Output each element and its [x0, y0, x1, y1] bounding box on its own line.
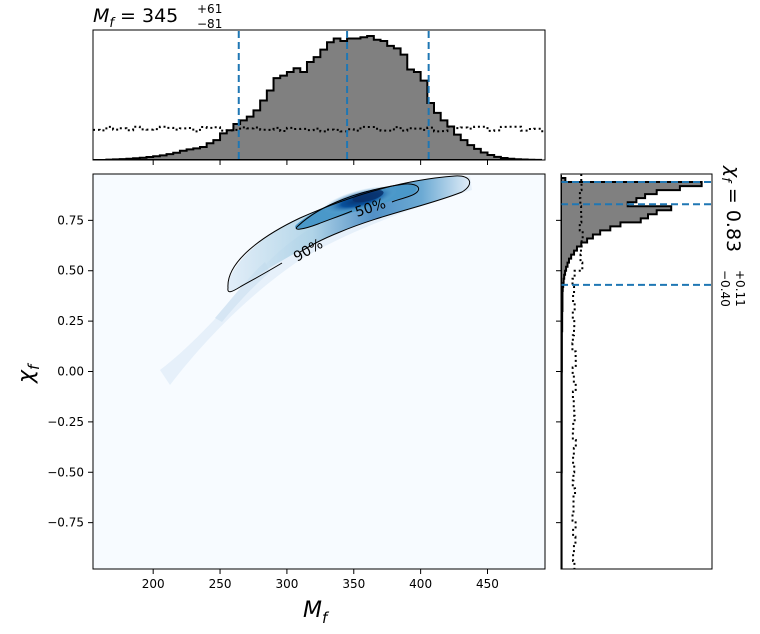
x-axis-label: Mf: [303, 598, 330, 627]
top-panel-frame: [92, 29, 546, 161]
svg-text:χf = 0.83: χf = 0.83: [718, 165, 744, 252]
main-2d-panel: 90% 50% 200 250 300 350 400 4500.750.500.250.…: [14, 173, 546, 627]
density-map: [160, 175, 472, 385]
mf-posterior-histogram: [93, 35, 542, 160]
chi-upper-error: +0.11: [733, 270, 747, 307]
x-tick-label: 450: [476, 577, 499, 591]
mf-upper-error: +61: [197, 2, 222, 16]
right-panel-title: χf = 0.83 +0.11 −0.40: [718, 165, 747, 307]
x-axis-subscript: f: [322, 609, 330, 627]
y-tick-label: 0.75: [57, 213, 84, 227]
x-tick-label: 250: [209, 577, 232, 591]
x-axis-symbol: M: [303, 598, 322, 623]
mf-title-symbol: M: [93, 5, 109, 27]
y-tick-label: −0.75: [47, 516, 84, 530]
density-tail: [215, 262, 270, 322]
y-tick-label: 0.25: [57, 314, 84, 328]
x-tick-label: 300: [275, 577, 298, 591]
mf-lower-error: −81: [197, 17, 222, 31]
y-axis-symbol: χ: [14, 369, 39, 384]
right-marginal-panel: χf = 0.83 +0.11 −0.40: [556, 165, 747, 570]
density-region-90: [227, 175, 470, 291]
chi-lower-error: −0.40: [718, 270, 732, 307]
y-tick-label: 0.50: [57, 264, 84, 278]
density-peak-core: [352, 189, 384, 203]
chi-title-value: = 0.83: [722, 182, 744, 252]
x-tick-label: 350: [342, 577, 365, 591]
y-axis-label: χf: [14, 362, 43, 384]
mf-prior-histogram: [93, 125, 545, 133]
y-tick-label: −0.25: [47, 415, 84, 429]
x-tick-label: 400: [409, 577, 432, 591]
chi-title-subscript: f: [718, 177, 733, 184]
chi-posterior-histogram: [561, 175, 703, 569]
x-tick-label: 200: [142, 577, 165, 591]
y-tick-label: −0.50: [47, 465, 84, 479]
y-tick-label: 0.00: [57, 365, 84, 379]
y-axis-subscript: f: [25, 362, 43, 370]
top-panel-title: Mf = 345: [93, 5, 178, 31]
contour-50-line: [295, 183, 420, 230]
contour-90-line: [227, 175, 471, 293]
mf-title-subscript: f: [109, 16, 116, 31]
chi-title-symbol: χ: [722, 165, 744, 178]
top-marginal-panel: Mf = 345 +61 −81: [92, 2, 546, 165]
mf-title-value: = 345: [114, 5, 178, 27]
